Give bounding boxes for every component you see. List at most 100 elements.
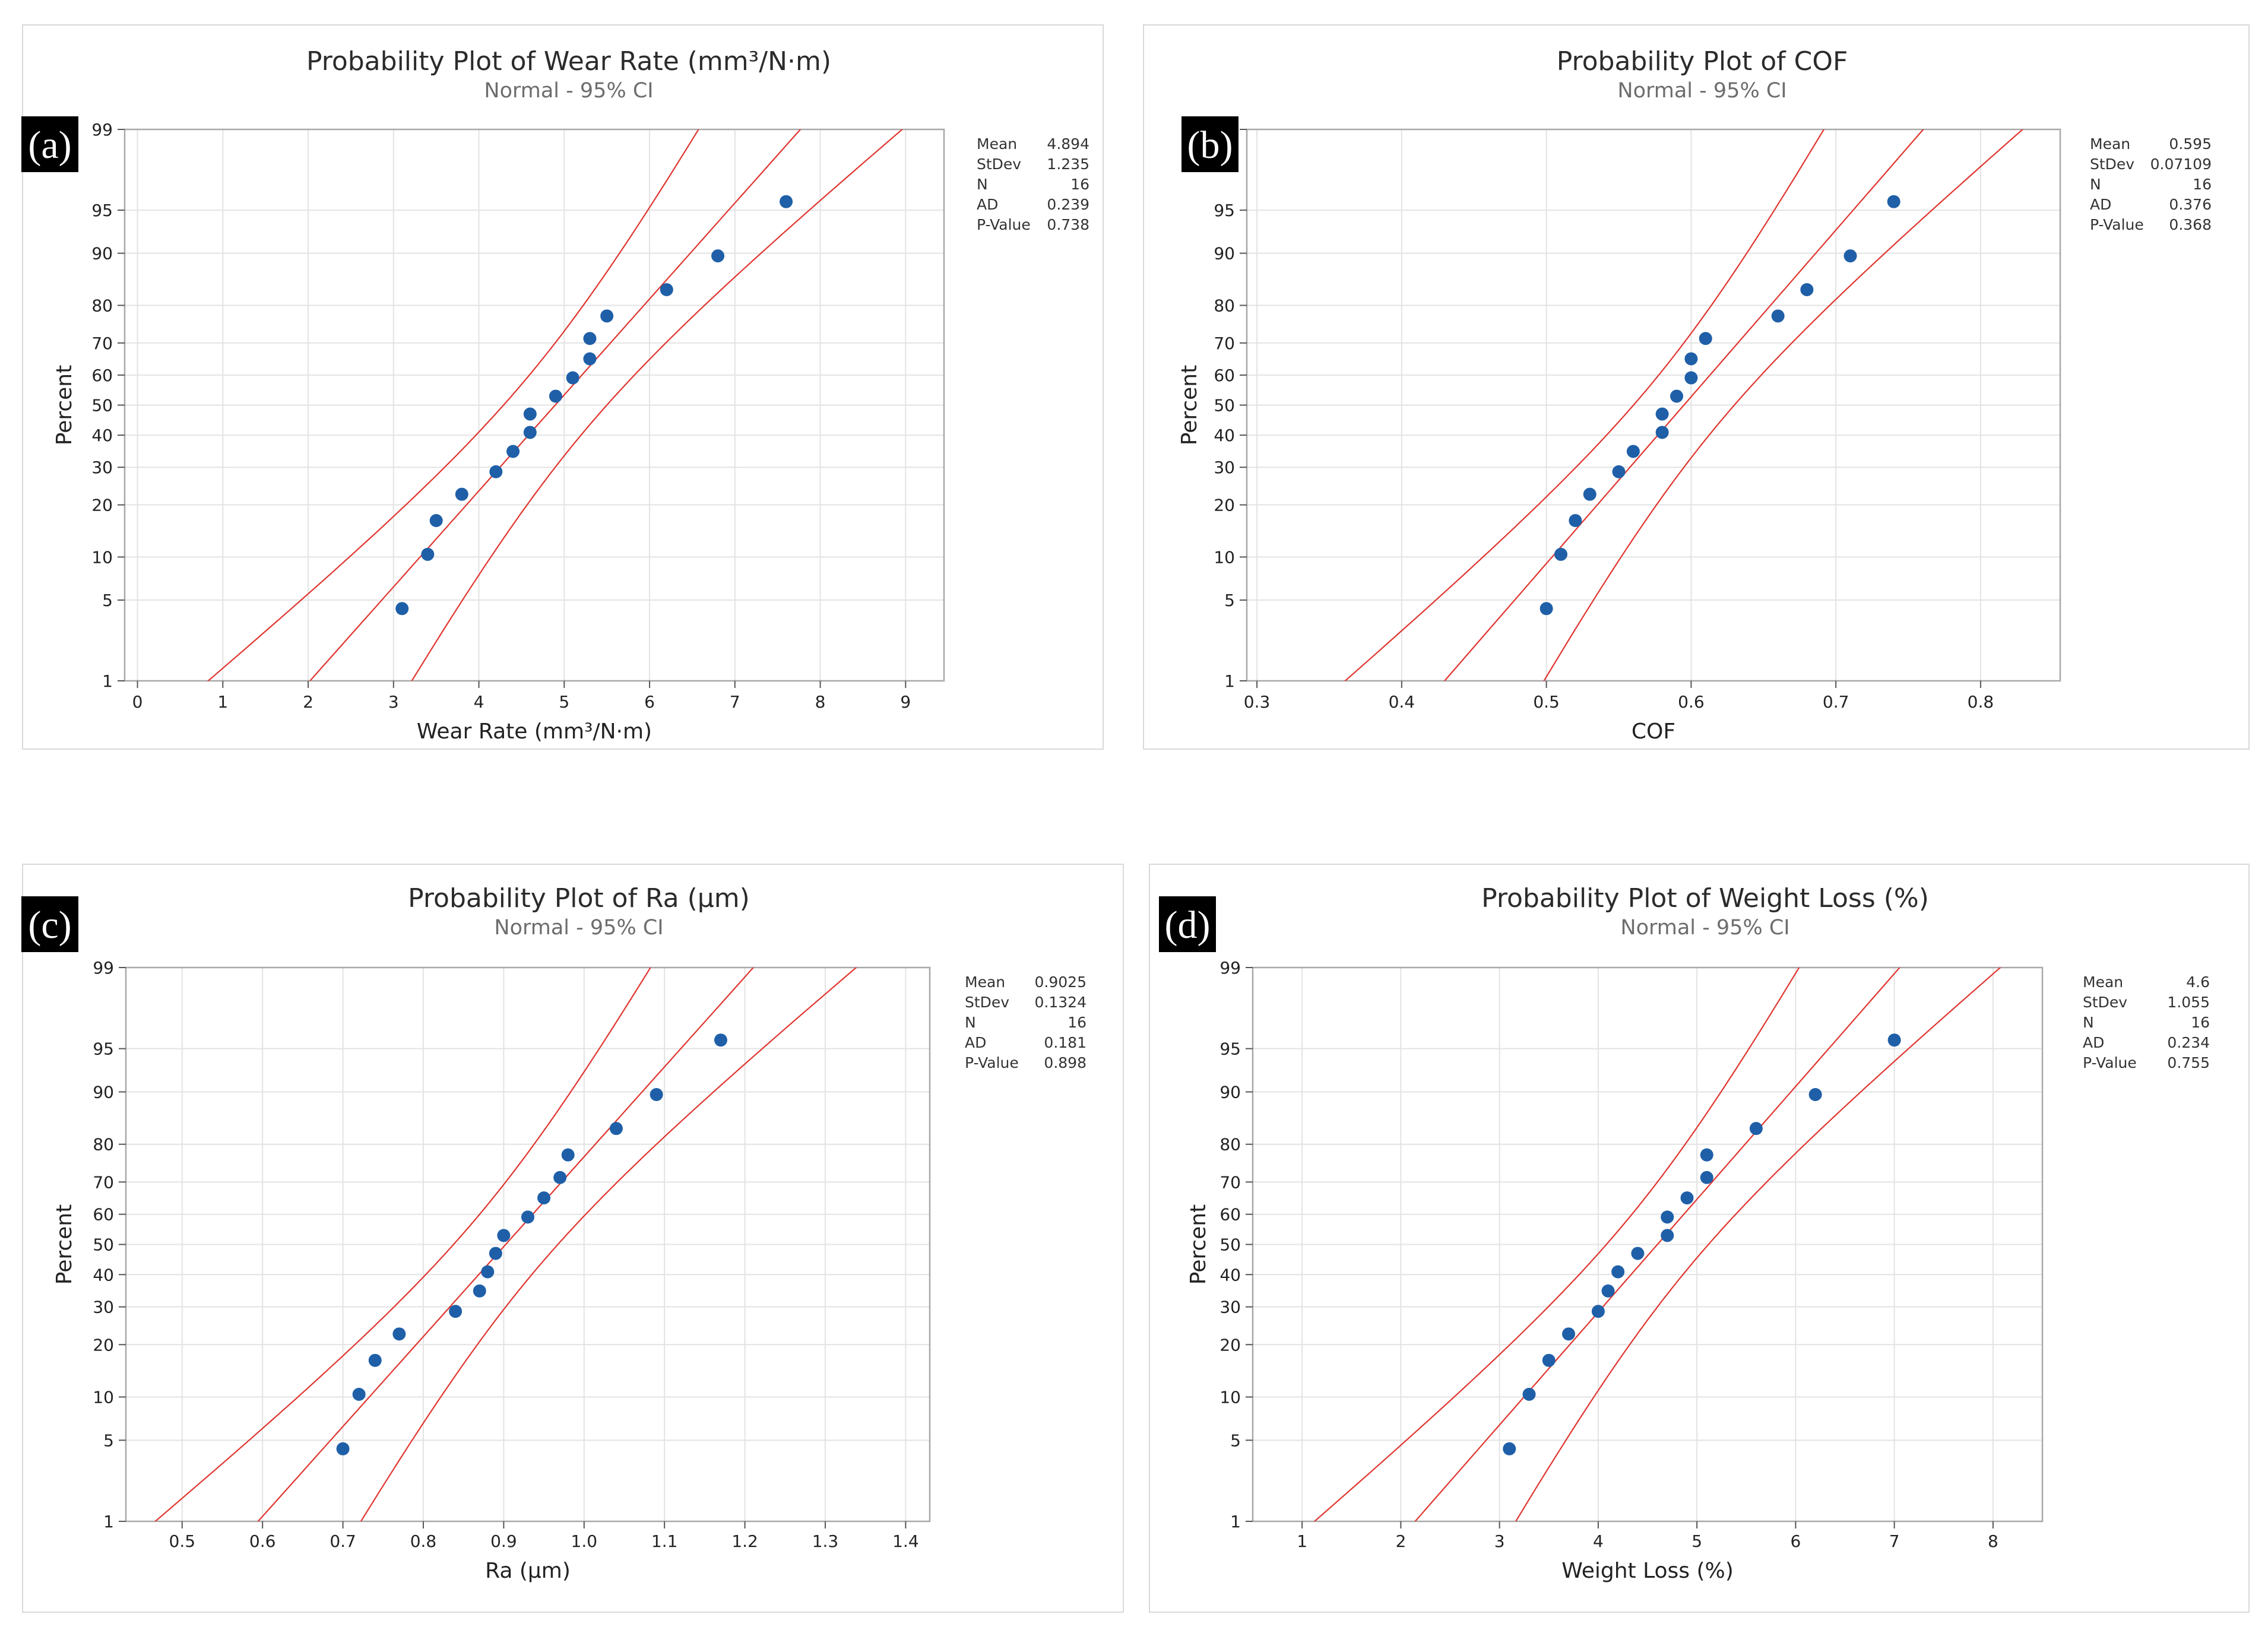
data-point bbox=[497, 1229, 511, 1242]
data-point bbox=[583, 352, 597, 366]
stat-label: N bbox=[2090, 176, 2101, 193]
panel-border bbox=[22, 864, 1124, 1613]
data-point bbox=[1542, 1353, 1556, 1367]
data-point bbox=[523, 426, 537, 439]
panel-label-box bbox=[21, 116, 78, 172]
x-tick-label: 9 bbox=[900, 692, 911, 712]
data-point bbox=[1562, 1327, 1575, 1341]
data-point bbox=[553, 1171, 567, 1184]
x-tick-label: 0.6 bbox=[1678, 692, 1705, 712]
x-tick-label: 0.4 bbox=[1389, 692, 1415, 712]
x-tick-label: 2 bbox=[1395, 1531, 1406, 1551]
stat-value: 0.738 bbox=[1047, 216, 1089, 233]
ci-lower-bound bbox=[154, 968, 651, 1521]
stat-label: StDev bbox=[2090, 156, 2134, 173]
x-tick-label: 7 bbox=[1889, 1531, 1900, 1551]
x-tick-label: 1.1 bbox=[651, 1531, 678, 1551]
y-tick-label: 5 bbox=[103, 1431, 114, 1450]
x-tick-label: 0.5 bbox=[169, 1531, 196, 1551]
x-tick-label: 0.6 bbox=[249, 1531, 276, 1551]
ci-upper-bound bbox=[1515, 968, 2001, 1521]
stat-label: N bbox=[977, 176, 988, 193]
stat-value: 16 bbox=[1070, 176, 1089, 193]
data-point bbox=[561, 1148, 575, 1162]
y-tick-label: 50 bbox=[93, 1235, 114, 1255]
stat-value: 16 bbox=[2191, 1014, 2210, 1031]
data-point bbox=[1808, 1088, 1822, 1102]
data-point bbox=[1800, 283, 1814, 296]
data-point bbox=[368, 1353, 382, 1367]
y-tick-label: 40 bbox=[91, 426, 113, 445]
data-point bbox=[489, 465, 503, 478]
x-tick-label: 0.7 bbox=[330, 1531, 356, 1551]
y-tick-label: 5 bbox=[1224, 591, 1235, 610]
stat-value: 0.181 bbox=[1044, 1034, 1087, 1051]
data-point bbox=[1661, 1210, 1674, 1224]
fitted-line bbox=[257, 968, 755, 1521]
x-tick-label: 6 bbox=[644, 692, 655, 712]
y-tick-label: 1 bbox=[1224, 671, 1235, 691]
stat-label: AD bbox=[2090, 196, 2111, 213]
y-tick-label: 90 bbox=[1219, 1083, 1241, 1102]
stat-value: 16 bbox=[2193, 176, 2212, 193]
stat-label: P-Value bbox=[965, 1054, 1019, 1071]
y-tick-label: 10 bbox=[1219, 1387, 1241, 1407]
data-point bbox=[549, 389, 562, 403]
data-point bbox=[1887, 195, 1900, 208]
stat-label: P-Value bbox=[2090, 216, 2144, 233]
x-tick-label: 1 bbox=[1297, 1531, 1307, 1551]
stat-value: 0.595 bbox=[2169, 135, 2212, 153]
panel-label-box bbox=[21, 896, 78, 952]
data-point bbox=[1749, 1122, 1763, 1136]
x-tick-label: 8 bbox=[815, 692, 826, 712]
x-tick-label: 4 bbox=[1593, 1531, 1604, 1551]
x-tick-label: 5 bbox=[559, 692, 569, 712]
y-tick-label: 10 bbox=[93, 1387, 114, 1407]
y-tick-label: 99 bbox=[93, 958, 114, 978]
stat-label: AD bbox=[977, 196, 998, 213]
stat-value: 0.368 bbox=[2169, 216, 2212, 233]
data-point bbox=[395, 602, 409, 616]
data-point bbox=[336, 1442, 350, 1455]
panel-label-box bbox=[1159, 896, 1216, 952]
stat-value: 4.6 bbox=[2186, 973, 2210, 991]
data-point bbox=[1655, 407, 1669, 421]
y-tick-label: 95 bbox=[1214, 201, 1235, 220]
data-point bbox=[1661, 1229, 1674, 1242]
data-point bbox=[1591, 1305, 1605, 1318]
y-tick-label: 40 bbox=[93, 1265, 114, 1285]
data-point bbox=[714, 1033, 727, 1047]
data-point bbox=[1699, 332, 1712, 345]
data-point bbox=[566, 371, 579, 385]
data-point bbox=[449, 1305, 463, 1318]
x-tick-label: 0.8 bbox=[1968, 692, 1994, 712]
stat-value: 0.898 bbox=[1044, 1054, 1087, 1071]
y-tick-label: 90 bbox=[1214, 244, 1235, 264]
data-point bbox=[600, 309, 614, 323]
stat-value: 16 bbox=[1068, 1014, 1087, 1031]
panel-label: (c) bbox=[28, 903, 71, 947]
chart-panel-a: Probability Plot of Wear Rate (mm³/N·m)N… bbox=[21, 24, 1104, 750]
ci-lower-bound bbox=[1344, 129, 1825, 681]
data-point bbox=[506, 445, 520, 458]
y-tick-label: 70 bbox=[93, 1172, 114, 1192]
ci-upper-bound bbox=[1543, 129, 2024, 681]
x-tick-label: 0.7 bbox=[1823, 692, 1849, 712]
y-tick-label: 99 bbox=[91, 120, 113, 139]
data-point bbox=[1700, 1171, 1713, 1184]
y-tick-label: 1 bbox=[1230, 1512, 1241, 1531]
x-tick-label: 0.5 bbox=[1533, 692, 1560, 712]
y-tick-label: 80 bbox=[1219, 1135, 1241, 1155]
y-tick-label: 50 bbox=[1219, 1235, 1241, 1255]
fitted-line bbox=[1443, 129, 1924, 681]
data-point bbox=[1612, 465, 1626, 478]
data-point bbox=[1655, 426, 1669, 439]
data-point bbox=[1626, 445, 1640, 458]
x-tick-label: 0.3 bbox=[1244, 692, 1271, 712]
stat-label: AD bbox=[2083, 1034, 2104, 1051]
x-tick-label: 1.3 bbox=[812, 1531, 839, 1551]
data-point bbox=[1569, 514, 1582, 528]
x-tick-label: 8 bbox=[1988, 1531, 1998, 1551]
y-tick-label: 30 bbox=[1214, 458, 1235, 477]
panel-label: (d) bbox=[1165, 903, 1211, 947]
